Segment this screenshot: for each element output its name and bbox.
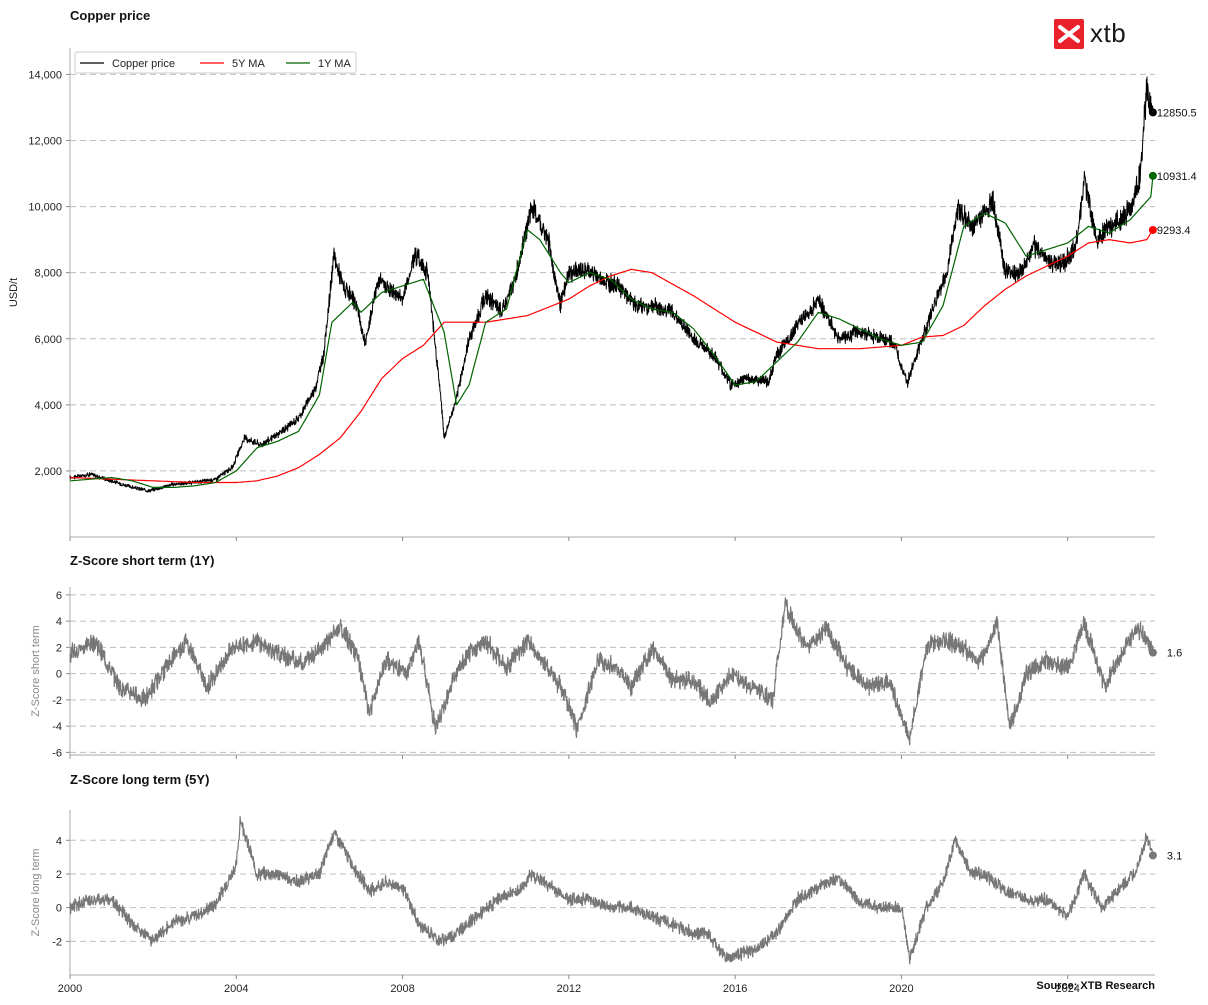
xtick-label-2016: 2016 (723, 983, 747, 995)
last-value-label-0-1: 9293.4 (1157, 225, 1191, 237)
text-layer: Copper price 2,000 4,000 6,000 8,000 10,000 12… (8, 8, 1197, 995)
last-point-1-0 (1148, 648, 1157, 657)
y-axis-label-0: USD/t (8, 278, 20, 307)
legend-label-1: 5Y MA (232, 58, 265, 70)
panel-title-1: Z-Score short term (1Y) (70, 553, 214, 568)
brand-logo-text: xtb (1090, 18, 1127, 48)
series-line-2-0 (69, 816, 1154, 965)
last-point-0-0 (1148, 108, 1157, 117)
ytick-label-0-4: 10,000 (28, 202, 62, 214)
ytick-label-0-3: 8,000 (34, 268, 62, 280)
xtick-label-2020: 2020 (889, 983, 913, 995)
ytick-label-1-2: -2 (52, 695, 62, 707)
ytick-label-1-6: 6 (56, 590, 62, 602)
ytick-label-2-0: -2 (52, 936, 62, 948)
xtb-logo-icon (1054, 18, 1084, 49)
brand-logo: xtb (1054, 18, 1126, 49)
y-axis-label-2: Z-Score long term (30, 848, 42, 936)
ytick-label-2-1: 0 (56, 903, 62, 915)
ytick-label-0-5: 12,000 (28, 136, 62, 148)
ytick-label-0-2: 6,000 (34, 334, 62, 346)
series-layer (69, 76, 1157, 965)
series-line-0-0 (69, 76, 1154, 493)
ytick-label-0-0: 2,000 (34, 466, 62, 478)
ytick-label-1-4: 2 (56, 642, 62, 654)
legend-label-2: 1Y MA (318, 58, 351, 70)
axes-layer (66, 48, 1155, 979)
series-line-1-0 (69, 597, 1154, 746)
last-point-2-0 (1148, 851, 1157, 860)
last-value-label-2-0: 3.1 (1167, 850, 1182, 862)
ytick-label-0-1: 4,000 (34, 400, 62, 412)
panel-title-2: Z-Score long term (5Y) (70, 772, 209, 787)
source-note: Source: XTB Research (1036, 980, 1155, 992)
ytick-label-0-6: 14,000 (28, 69, 62, 81)
ytick-label-1-5: 4 (56, 616, 62, 628)
last-point-0-2 (1148, 171, 1157, 180)
xtick-label-2004: 2004 (224, 983, 248, 995)
last-point-0-1 (1148, 225, 1157, 234)
legend: Copper price 5Y MA 1Y MA (74, 51, 357, 74)
panel-title-0: Copper price (70, 8, 150, 23)
xtick-label-2008: 2008 (390, 983, 414, 995)
last-value-label-0-0: 12850.5 (1157, 107, 1197, 119)
y-axis-label-1: Z-Score short term (30, 625, 42, 717)
ytick-label-1-1: -4 (52, 721, 62, 733)
series-line-0-2 (69, 175, 1154, 488)
ytick-label-2-2: 2 (56, 869, 62, 881)
last-value-label-1-0: 1.6 (1167, 648, 1182, 660)
xtick-label-2024: 2024 (1055, 983, 1079, 995)
xtick-label-2000: 2000 (58, 983, 82, 995)
series-line-0-1 (69, 229, 1154, 484)
ytick-label-1-0: -6 (52, 747, 62, 759)
legend-label-0: Copper price (112, 58, 175, 70)
xtick-label-2012: 2012 (557, 983, 581, 995)
ytick-label-1-3: 0 (56, 669, 62, 681)
ytick-label-2-3: 4 (56, 835, 62, 847)
last-value-label-0-2: 10931.4 (1157, 171, 1197, 183)
